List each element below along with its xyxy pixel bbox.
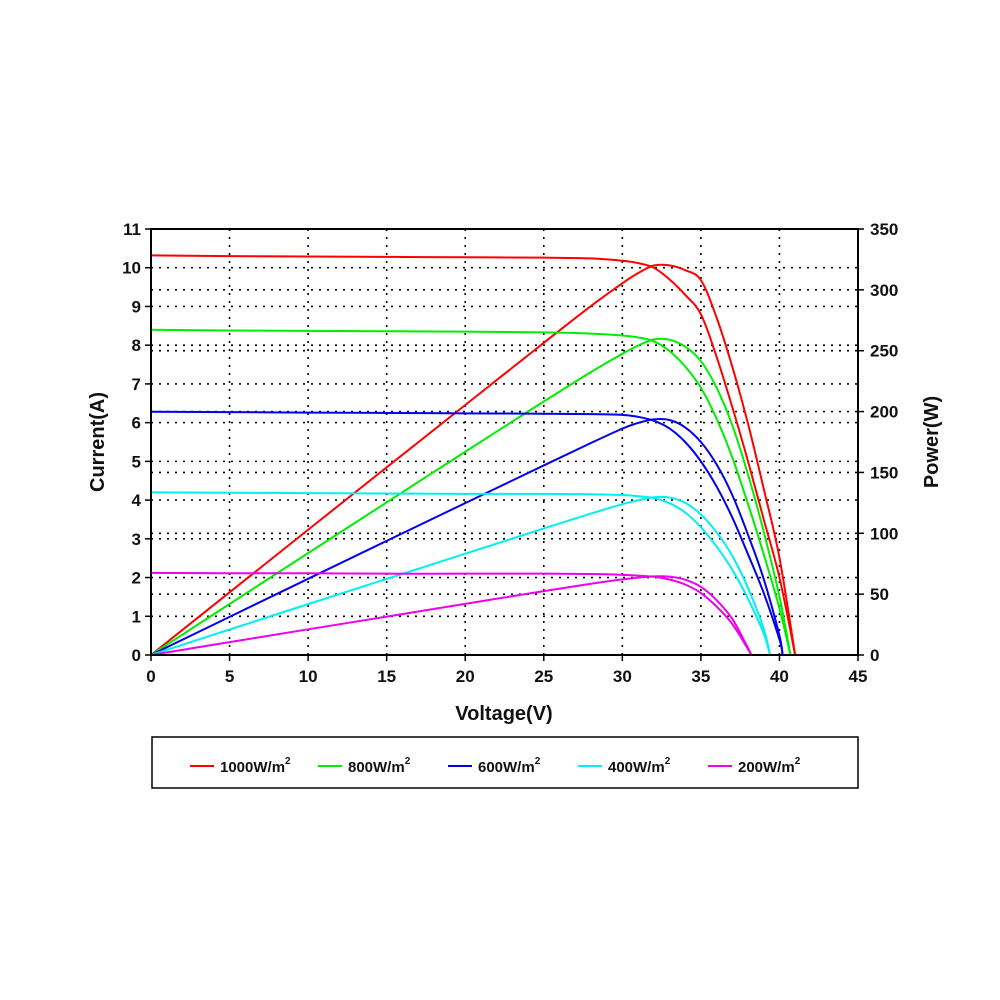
- legend-label-sup: 2: [665, 756, 671, 767]
- iv-curve-4: [150, 571, 753, 656]
- y-tick-label: 0: [132, 646, 141, 665]
- curves: [150, 254, 797, 656]
- y2-tick-label: 100: [870, 524, 898, 543]
- x-tick-label: 0: [146, 667, 155, 686]
- y2-tick-label: 300: [870, 281, 898, 300]
- x-tick-label: 10: [299, 667, 318, 686]
- legend-item: 200W/m2: [708, 756, 801, 776]
- plot-frame: [150, 228, 859, 656]
- legend-label-sup: 2: [405, 756, 411, 767]
- pv-curve-1: [150, 337, 792, 656]
- x-tick-label: 45: [849, 667, 868, 686]
- y2-tick-label: 0: [870, 646, 879, 665]
- y-tick-label: 11: [123, 220, 141, 239]
- y2-tick-label: 350: [870, 220, 898, 239]
- x-tick-label: 40: [770, 667, 789, 686]
- y-tick-label: 4: [132, 491, 142, 510]
- legend-label-sup: 2: [795, 756, 801, 767]
- grid: [151, 229, 858, 655]
- pv-curve-0: [150, 263, 797, 656]
- pv-curve-2: [150, 418, 784, 656]
- y2-tick-label: 50: [870, 585, 889, 604]
- legend: 1000W/m2 800W/m2 600W/m2 400W/m2 200W/m2: [190, 756, 801, 776]
- y2-tick-label: 200: [870, 403, 898, 422]
- legend-item: 800W/m2: [318, 756, 411, 776]
- legend-label-text: 200W/m: [738, 759, 795, 776]
- ticks: 0 5 10 15 20 25 30 35 40 450123456789101105010015…: [122, 220, 898, 686]
- y2-axis-label: Power(W): [921, 396, 943, 488]
- y-tick-label: 2: [132, 569, 141, 588]
- x-tick-label: 35: [691, 667, 710, 686]
- legend-item: 1000W/m2: [190, 756, 291, 776]
- y2-tick-label: 150: [870, 463, 898, 482]
- legend-label-text: 400W/m: [608, 759, 665, 776]
- y-tick-label: 7: [132, 375, 141, 394]
- legend-label: 400W/m2: [608, 756, 671, 776]
- y-tick-label: 1: [132, 607, 141, 626]
- legend-label-sup: 2: [535, 756, 541, 767]
- x-tick-label: 30: [613, 667, 632, 686]
- x-axis-label: Voltage(V): [455, 703, 552, 725]
- iv-curve-0: [150, 254, 797, 656]
- y2-tick-label: 250: [870, 342, 898, 361]
- y-axis-label: Current(A): [87, 392, 109, 492]
- legend-label: 200W/m2: [738, 756, 801, 776]
- pv-curve-3: [150, 495, 771, 656]
- x-tick-label: 25: [534, 667, 553, 686]
- legend-label: 1000W/m2: [220, 756, 291, 776]
- y-tick-label: 3: [132, 530, 141, 549]
- legend-label: 800W/m2: [348, 756, 411, 776]
- legend-box: [151, 736, 859, 789]
- legend-item: 600W/m2: [448, 756, 541, 776]
- x-tick-label: 5: [225, 667, 234, 686]
- y-tick-label: 9: [132, 297, 141, 316]
- x-tick-label: 20: [456, 667, 475, 686]
- y-tick-label: 5: [132, 452, 141, 471]
- legend-label-sup: 2: [285, 756, 291, 767]
- legend-label: 600W/m2: [478, 756, 541, 776]
- legend-item: 400W/m2: [578, 756, 671, 776]
- pv-curve-4: [150, 575, 753, 656]
- y-tick-label: 6: [132, 414, 141, 433]
- x-tick-label: 15: [377, 667, 396, 686]
- y-tick-label: 10: [122, 259, 141, 278]
- y-tick-label: 8: [132, 336, 141, 355]
- legend-label-text: 1000W/m: [220, 759, 285, 776]
- legend-label-text: 600W/m: [478, 759, 535, 776]
- iv-curve-3: [150, 491, 771, 656]
- legend-label-text: 800W/m: [348, 759, 405, 776]
